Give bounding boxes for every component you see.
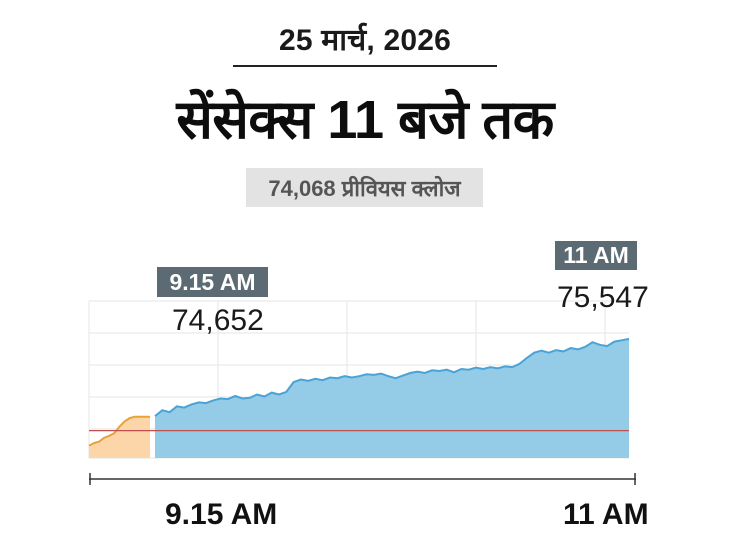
end-value-label: 75,547	[557, 281, 649, 314]
x-tick-label-start: 9.15 AM	[165, 498, 278, 531]
time-axis	[89, 473, 636, 485]
session-line	[154, 337, 630, 417]
start-value-label: 74,652	[172, 304, 264, 337]
session-area	[155, 338, 629, 458]
pre-open-line	[88, 415, 150, 447]
end-time-tag: 11 AM	[555, 241, 637, 270]
date-underline	[233, 65, 497, 67]
chart-title: सेंसेक्स 11 बजे तक	[176, 90, 554, 150]
start-time-tag: 9.15 AM	[157, 267, 268, 297]
x-tick-label-end: 11 AM	[563, 498, 649, 531]
pre-open-area	[89, 416, 150, 458]
previous-close-badge: 74,068 प्रीवियस क्लोज	[246, 168, 483, 207]
date-heading: 25 मार्च, 2026	[278, 24, 452, 57]
